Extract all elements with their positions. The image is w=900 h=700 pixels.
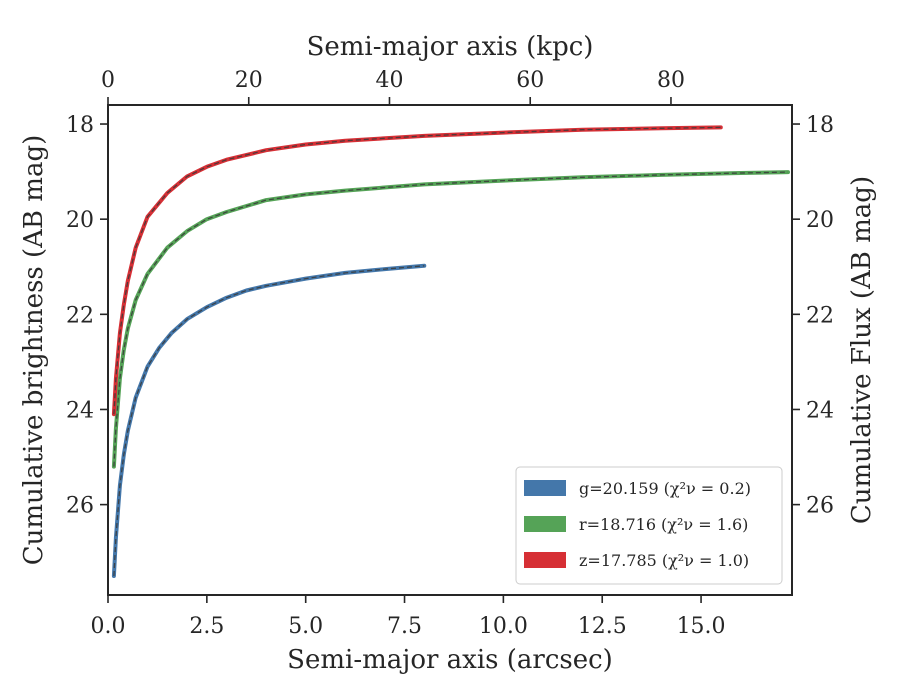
series-line-z — [111, 125, 723, 417]
top-axis-tick-label: 60 — [516, 68, 544, 93]
right-axis-tick-label: 18 — [806, 113, 834, 138]
top-axis-tick-label: 20 — [235, 68, 263, 93]
bottom-axis-tick-label: 7.5 — [387, 614, 422, 639]
series-line-g — [111, 263, 427, 578]
legend-box — [515, 466, 783, 585]
legend-label: r=18.716 (χ²ν = 1.6) — [579, 515, 748, 534]
right-axis-label: Cumulative Flux (AB mag) — [847, 176, 877, 524]
series-line-r — [111, 170, 790, 469]
top-axis-tick-label: 0 — [101, 68, 115, 93]
axes: 0.0 2.5 5.0 7.5 10.0 12.5 15.0 0 20 40 60 80 18 20 22 2… — [66, 68, 834, 639]
series-model-line-r — [113, 171, 789, 467]
bottom-axis-tick-label: 2.5 — [189, 614, 224, 639]
legend-swatch — [524, 552, 566, 568]
legend-swatch — [524, 516, 566, 532]
left-axis-tick-label: 24 — [66, 398, 94, 423]
bottom-axis-tick-label: 12.5 — [578, 614, 627, 639]
bottom-axis-tick-label: 5.0 — [288, 614, 323, 639]
right-axis-tick-label: 22 — [806, 303, 834, 328]
plot-frame — [107, 104, 793, 596]
left-axis-tick-label: 20 — [66, 208, 94, 233]
right-axis-tick-label: 26 — [806, 494, 834, 519]
plot-area — [111, 125, 790, 578]
right-axis-tick-label: 20 — [806, 208, 834, 233]
legend: g=20.159 (χ²ν = 0.2)r=18.716 (χ²ν = 1.6)z=… — [515, 466, 783, 585]
legend-swatch — [524, 480, 566, 496]
legend-label-chi: (χ²ν = 0.2) — [664, 479, 751, 498]
left-axis-tick-label: 22 — [66, 303, 94, 328]
top-axis-tick-label: 80 — [657, 68, 685, 93]
left-axis-tick-label: 26 — [66, 494, 94, 519]
left-axis-tick-label: 18 — [66, 113, 94, 138]
bottom-axis-tick-label: 0.0 — [91, 614, 126, 639]
bottom-axis-tick-label: 15.0 — [677, 614, 726, 639]
right-axis-tick-label: 24 — [806, 398, 834, 423]
left-axis-label: Cumulative brightness (AB mag) — [19, 135, 49, 566]
legend-label-chi: (χ²ν = 1.0) — [662, 551, 749, 570]
legend-label-chi: (χ²ν = 1.6) — [661, 515, 748, 534]
top-axis-label: Semi-major axis (kpc) — [307, 32, 594, 62]
legend-label: z=17.785 (χ²ν = 1.0) — [579, 551, 749, 570]
legend-label-name: g=20.159 — [579, 479, 659, 498]
legend-label-name: r=18.716 — [579, 515, 656, 534]
bottom-axis-label: Semi-major axis (arcsec) — [287, 645, 613, 675]
legend-label: g=20.159 (χ²ν = 0.2) — [579, 479, 751, 498]
top-axis-tick-label: 40 — [375, 68, 403, 93]
series-model-line-z — [113, 126, 721, 415]
bottom-axis-tick-label: 10.0 — [479, 614, 528, 639]
legend-label-name: z=17.785 — [579, 551, 657, 570]
series-model-line-g — [113, 265, 425, 577]
